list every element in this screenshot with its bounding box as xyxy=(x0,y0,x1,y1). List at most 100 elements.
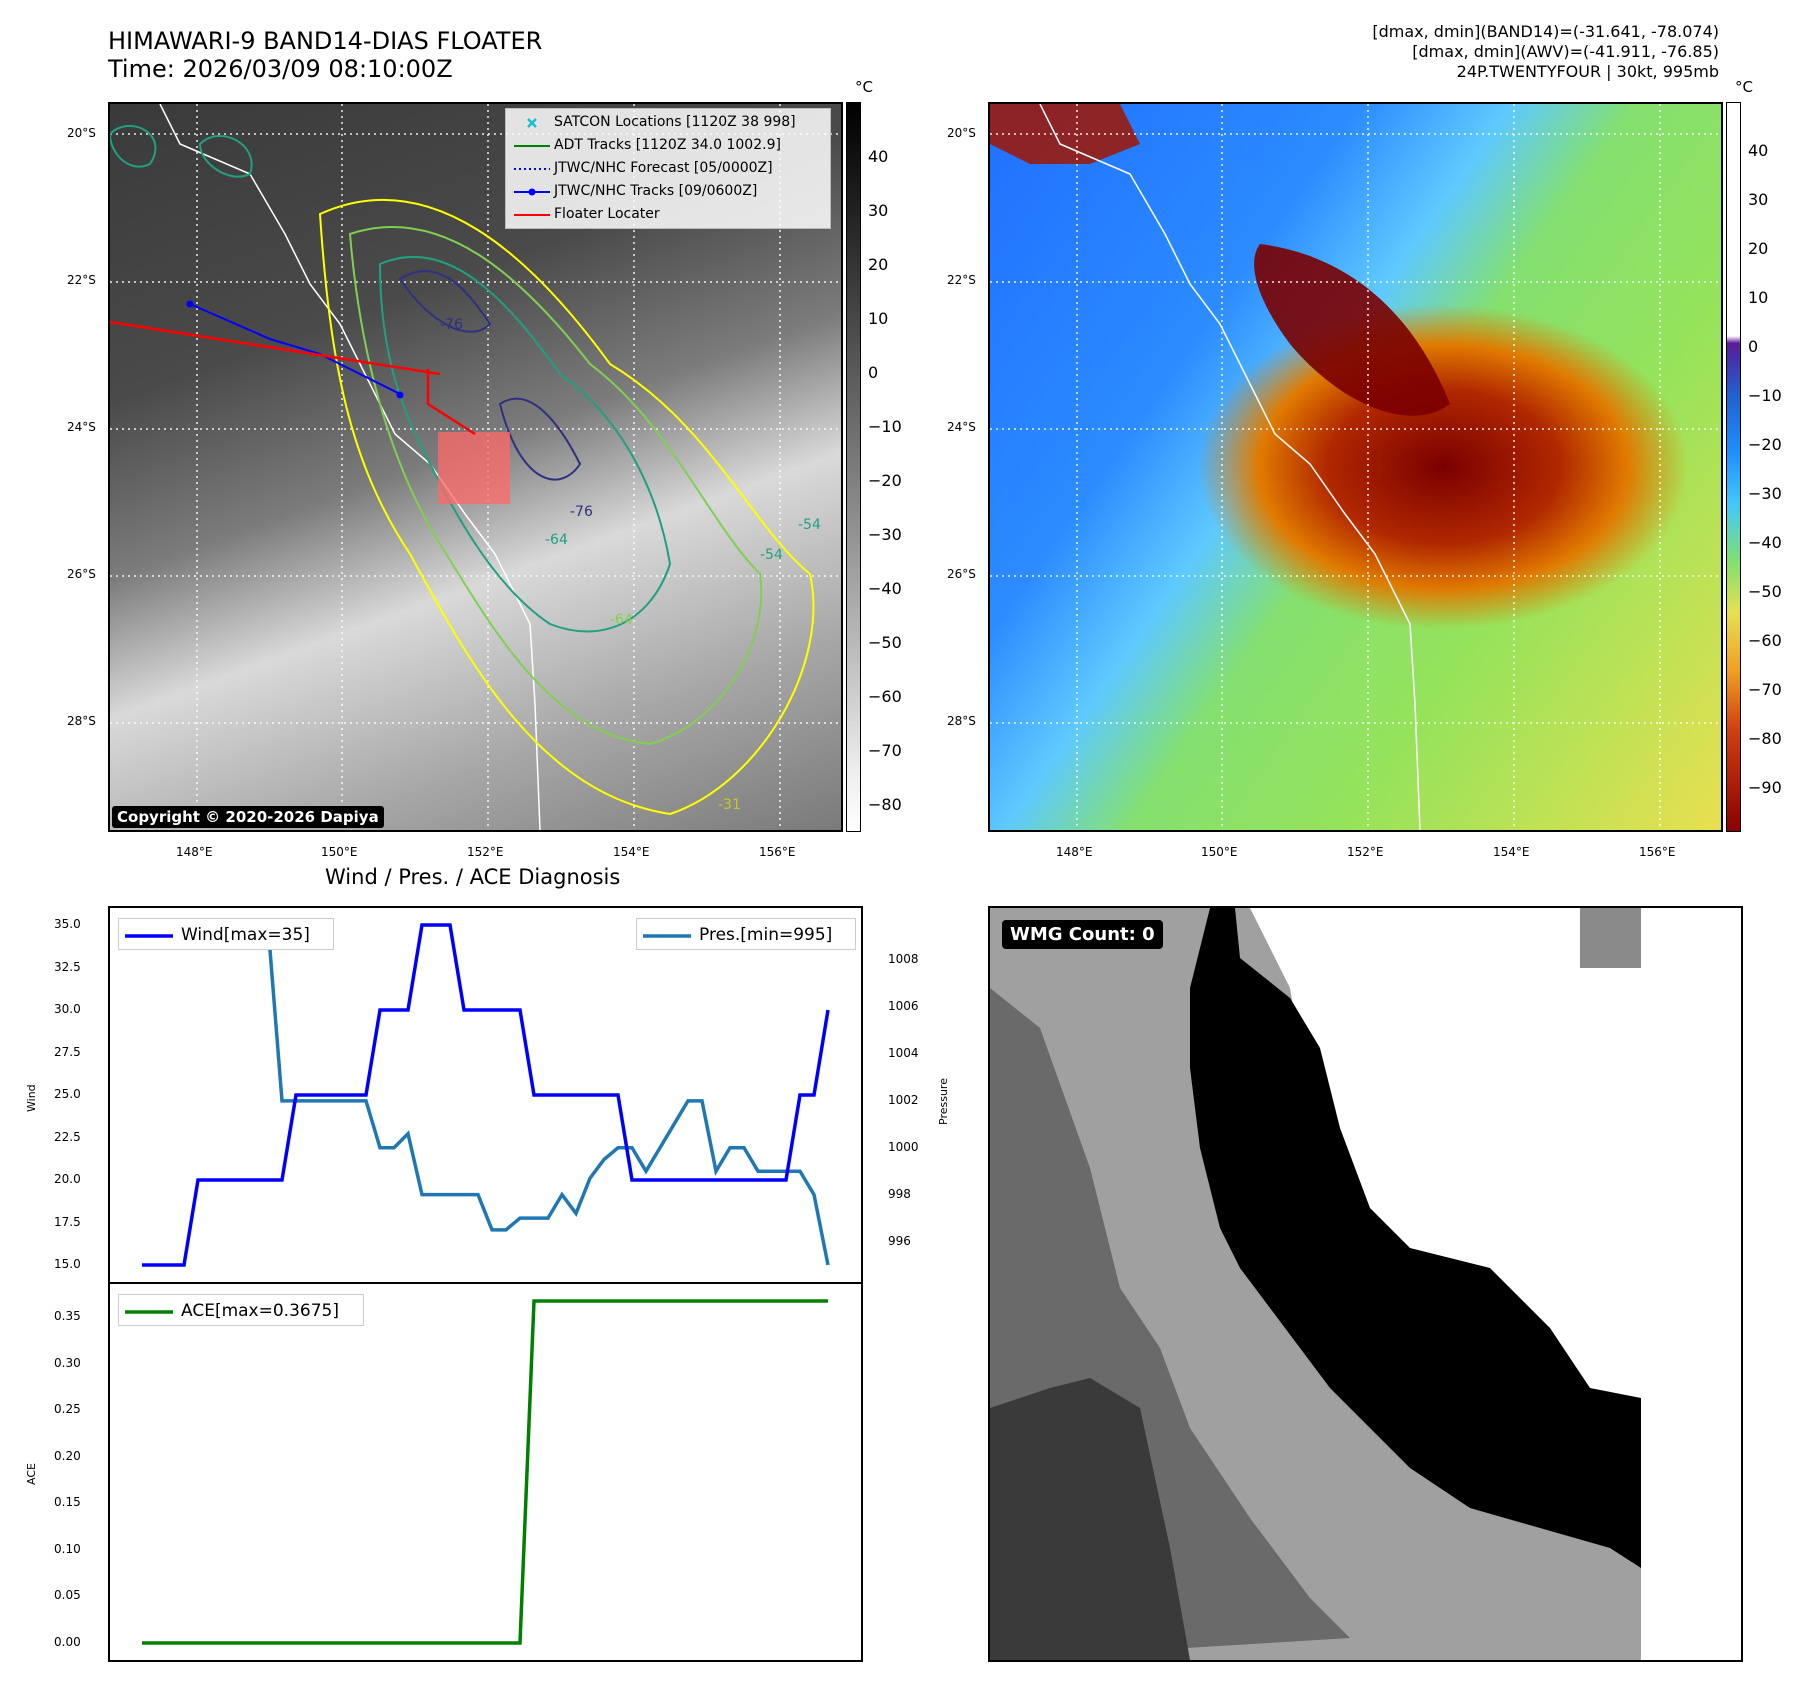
ace-svg xyxy=(142,1299,828,1645)
map-legend: SATCON Locations [1120Z 38 998] ADT Trac… xyxy=(505,108,831,229)
pressure-axis-label: Pressure xyxy=(937,1078,950,1125)
ace-ytick: 0.15 xyxy=(54,1495,81,1510)
wind-ytick: 20.0 xyxy=(54,1172,81,1186)
legend-label: Pres.[min=995] xyxy=(699,925,833,945)
lon-tick: 150°E xyxy=(1201,845,1238,859)
colorbar-right xyxy=(1726,102,1741,832)
figure-title-line1: HIMAWARI-9 BAND14-DIAS FLOATER xyxy=(108,27,543,55)
wind-ytick: 25.0 xyxy=(54,1087,81,1101)
pressure-ytick: 1000 xyxy=(888,1139,919,1154)
pressure-series-line xyxy=(142,923,830,1266)
cb-tick: 10 xyxy=(1748,288,1769,307)
lat-tick: 20°S xyxy=(67,126,96,140)
wind-pres-svg xyxy=(142,923,830,1267)
cb-tick: −10 xyxy=(868,417,902,436)
lat-tick: 28°S xyxy=(67,714,96,728)
cb-tick: 10 xyxy=(868,309,889,328)
cb-tick: −20 xyxy=(1748,435,1782,454)
cb-tick: −70 xyxy=(868,741,902,760)
wmg-panel: WMG Count: 0 xyxy=(988,906,1743,1662)
contour-label: -54 xyxy=(760,547,783,563)
cb-tick: −40 xyxy=(1748,533,1782,552)
legend-label: SATCON Locations [1120Z 38 998] xyxy=(554,114,796,130)
ace-ytick: 0.20 xyxy=(54,1448,81,1463)
ace-legend: ACE[max=0.3675] xyxy=(118,1294,364,1326)
ace-ytick: 0.35 xyxy=(54,1309,81,1324)
pressure-ytick: 996 xyxy=(888,1233,911,1248)
line-icon xyxy=(125,1310,173,1314)
lat-tick: 22°S xyxy=(947,273,976,287)
wind-ytick: 15.0 xyxy=(54,1257,81,1271)
info-line3: 24P.TWENTYFOUR | 30kt, 995mb xyxy=(1456,62,1719,81)
contour-label: -76 xyxy=(570,504,593,520)
cb-tick: −20 xyxy=(868,471,902,490)
diagnosis-title: Wind / Pres. / ACE Diagnosis xyxy=(325,865,621,889)
lon-tick: 156°E xyxy=(1639,845,1676,859)
lon-tick: 150°E xyxy=(321,845,358,859)
wind-pres-plot: Wind[max=35] Pres.[min=995] xyxy=(108,906,863,1284)
cb-tick: −30 xyxy=(868,525,902,544)
lon-tick: 152°E xyxy=(467,845,504,859)
cb-tick: −70 xyxy=(1748,680,1782,699)
lon-tick: 154°E xyxy=(1493,845,1530,859)
legend-label: Wind[max=35] xyxy=(181,925,310,945)
colorbar-left xyxy=(846,102,861,832)
cb-tick: 40 xyxy=(1748,141,1769,160)
x-marker-icon xyxy=(527,118,537,128)
lon-tick: 154°E xyxy=(613,845,650,859)
map-left-overlay: -76 -76 -64 -54 -54 -31 -64 xyxy=(110,104,841,830)
cb-tick: −80 xyxy=(1748,729,1782,748)
cb-tick: −90 xyxy=(1748,778,1782,797)
cb-tick: −50 xyxy=(1748,582,1782,601)
cb-tick: −60 xyxy=(1748,631,1782,650)
ace-ytick: 0.00 xyxy=(54,1635,81,1649)
wmg-count-badge: WMG Count: 0 xyxy=(1002,920,1163,949)
legend-item-satcon: SATCON Locations [1120Z 38 998] xyxy=(506,111,830,134)
pressure-ytick: 1006 xyxy=(888,999,919,1014)
lat-tick: 24°S xyxy=(67,420,96,434)
cb-tick: 0 xyxy=(868,363,879,382)
wind-ytick: 30.0 xyxy=(54,1002,81,1016)
lat-tick: 20°S xyxy=(947,126,976,140)
lon-tick: 152°E xyxy=(1347,845,1384,859)
legend-label: ACE[max=0.3675] xyxy=(181,1301,339,1321)
cb-tick: 20 xyxy=(1748,239,1769,258)
contour-label: -31 xyxy=(718,797,741,813)
legend-label: JTWC/NHC Tracks [09/0600Z] xyxy=(554,183,758,199)
wind-ytick: 27.5 xyxy=(54,1044,81,1059)
awv-map-right xyxy=(988,102,1723,832)
pressure-ytick: 1002 xyxy=(888,1092,919,1107)
lat-tick: 26°S xyxy=(67,567,96,581)
map-right-overlay xyxy=(990,104,1721,830)
cb-tick: 40 xyxy=(868,147,889,166)
cb-tick: −50 xyxy=(868,633,902,652)
contour-label: -64 xyxy=(545,532,568,548)
figure-title-line2: Time: 2026/03/09 08:10:00Z xyxy=(108,55,453,83)
wind-ytick: 22.5 xyxy=(54,1129,81,1144)
info-line2: [dmax, dmin](AWV)=(-41.911, -76.85) xyxy=(1412,42,1719,61)
contour-label: -54 xyxy=(798,517,821,533)
info-line1: [dmax, dmin](BAND14)=(-31.641, -78.074) xyxy=(1372,22,1719,41)
legend-label: JTWC/NHC Forecast [05/0000Z] xyxy=(554,160,773,176)
legend-item-forecast: JTWC/NHC Forecast [05/0000Z] xyxy=(506,157,830,180)
lon-tick: 156°E xyxy=(759,845,796,859)
lat-tick: 26°S xyxy=(947,567,976,581)
legend-item-adt: ADT Tracks [1120Z 34.0 1002.9] xyxy=(506,134,830,157)
line-icon xyxy=(514,145,550,147)
lon-tick: 148°E xyxy=(176,845,213,859)
contour-label: -76 xyxy=(440,317,463,333)
cb-tick: −40 xyxy=(868,579,902,598)
ace-ytick: 0.25 xyxy=(54,1402,81,1417)
legend-label: Floater Locater xyxy=(554,206,660,222)
line-icon xyxy=(125,934,173,938)
ace-series-line xyxy=(142,1299,828,1645)
colorbar-right-unit: °C xyxy=(1735,78,1753,96)
cb-tick: −10 xyxy=(1748,386,1782,405)
lon-tick: 148°E xyxy=(1056,845,1093,859)
wind-legend: Wind[max=35] xyxy=(118,918,334,950)
contour-label: -64 xyxy=(610,612,633,628)
ace-ytick: 0.05 xyxy=(54,1588,81,1603)
pressure-ytick: 1008 xyxy=(888,952,919,967)
dotted-line-icon xyxy=(514,168,550,170)
line-icon xyxy=(643,934,691,938)
